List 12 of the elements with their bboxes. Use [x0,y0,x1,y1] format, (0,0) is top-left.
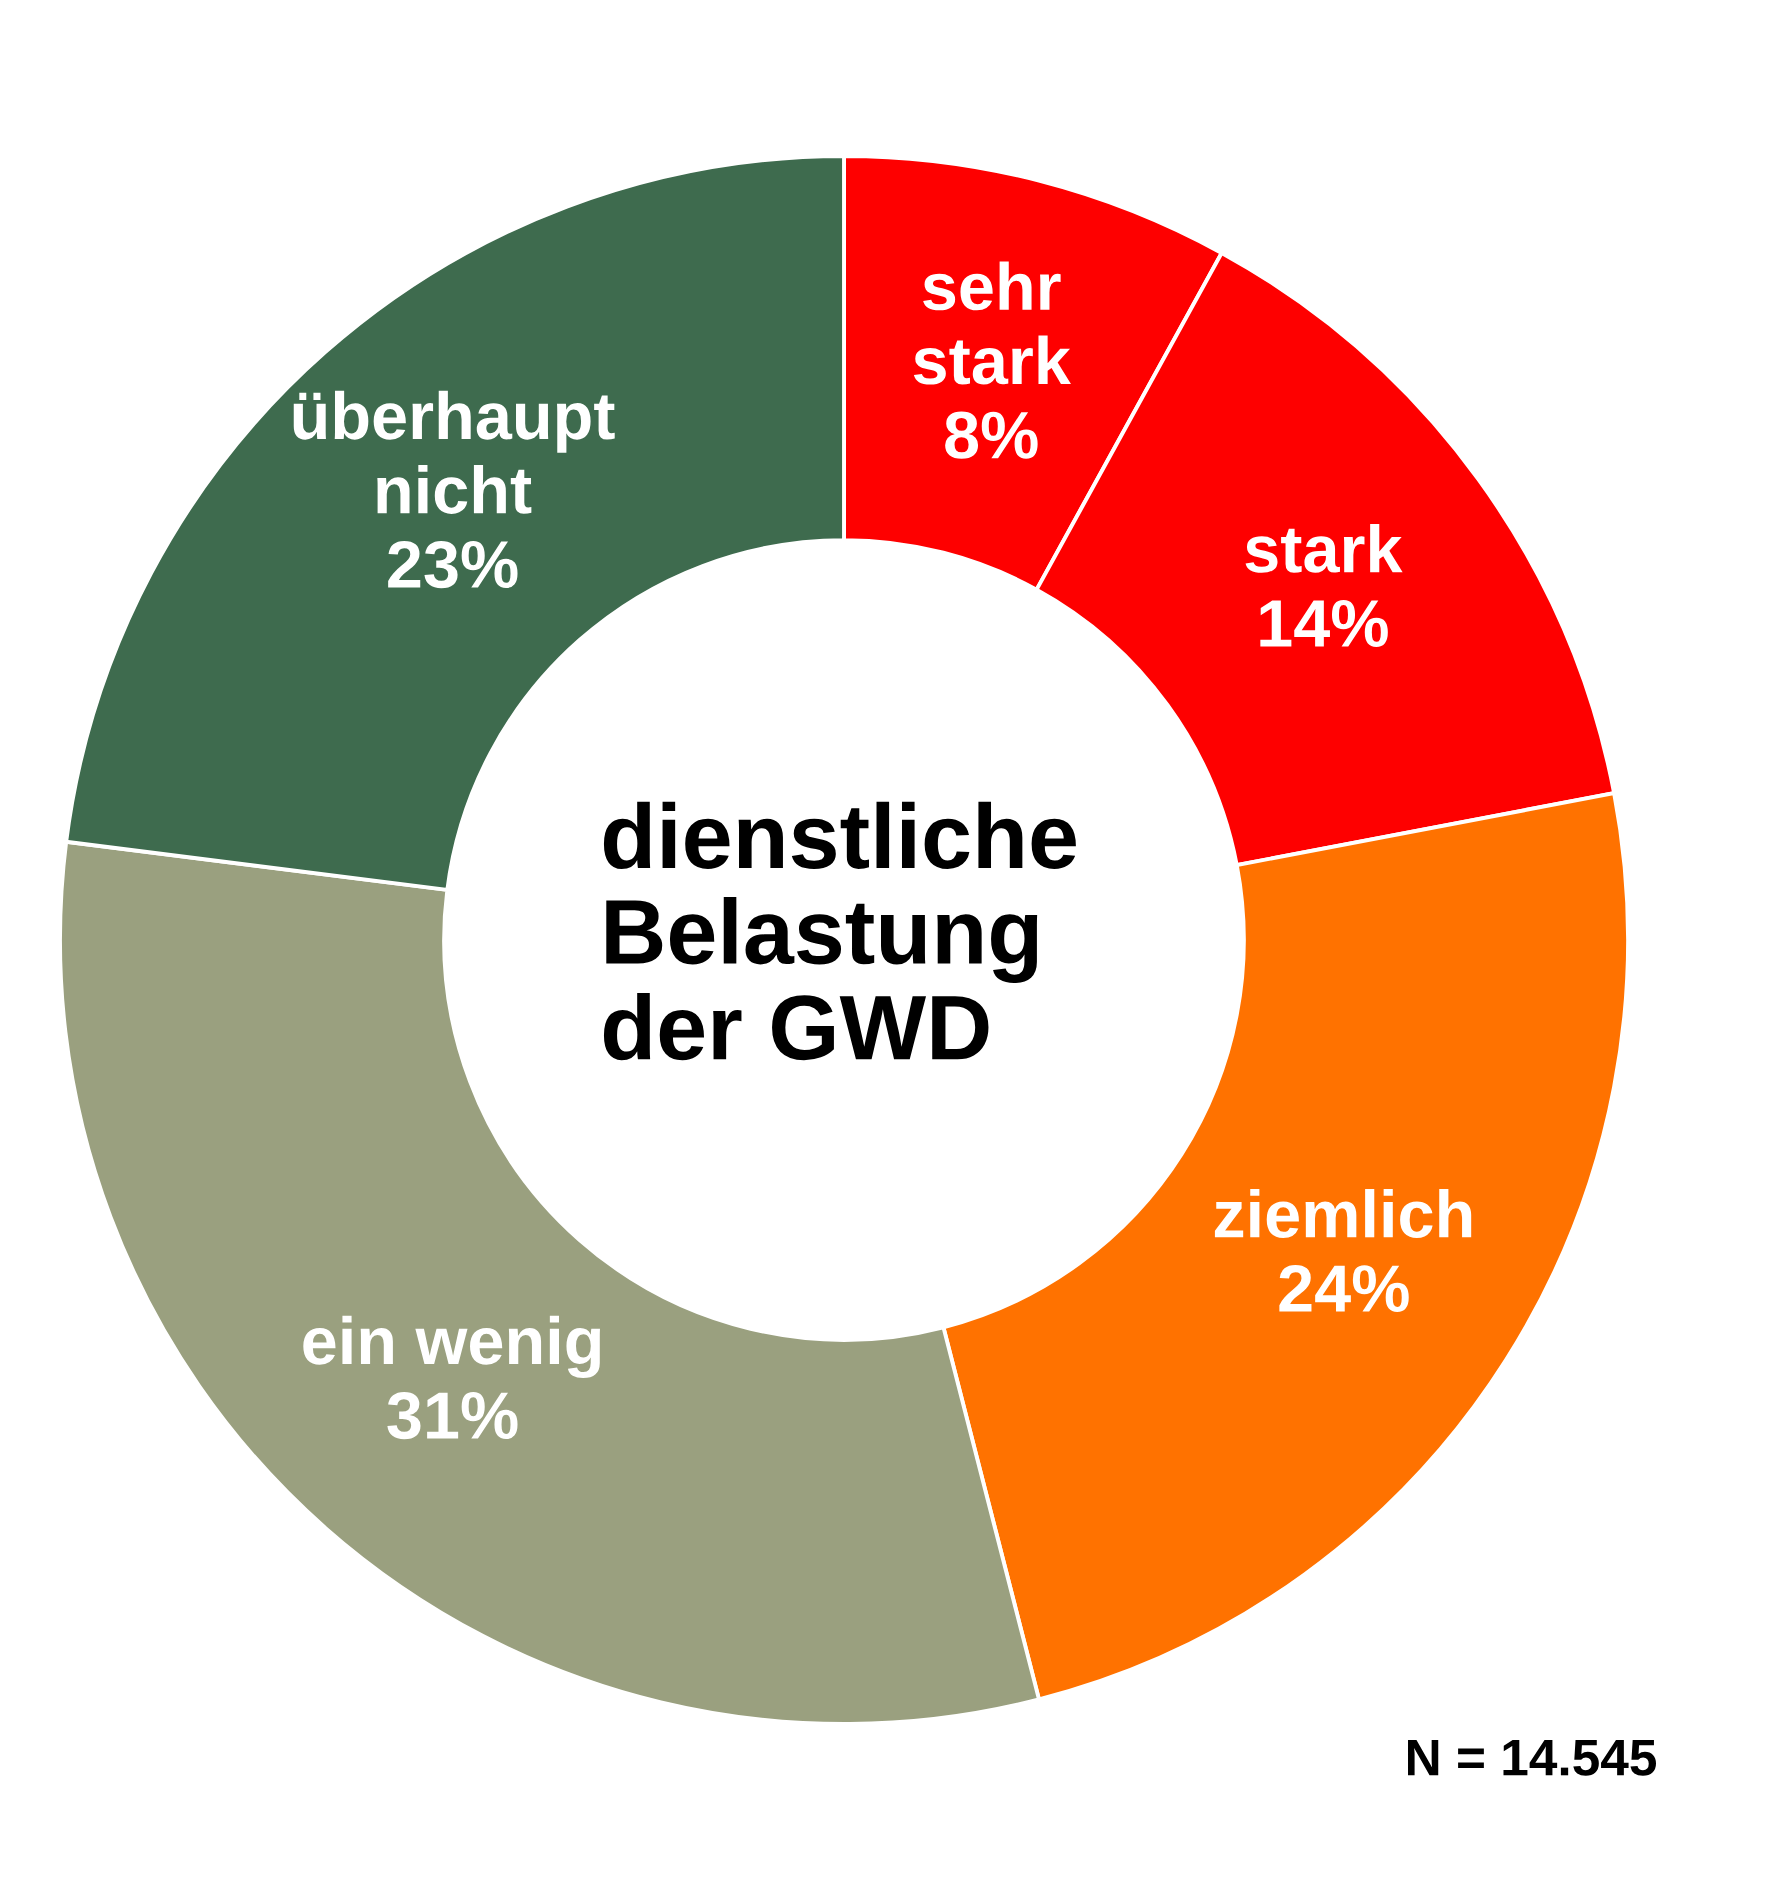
slice-label: überhaupt nicht [293,390,615,514]
text: dienstliche Belastung der GWD [603,801,1076,1061]
data-label: 8% [945,411,1038,459]
slice-label: ein wenig [303,1315,600,1379]
data-label: 14% [1260,600,1388,647]
data-label: 23% [388,540,518,589]
slice-label: sehr stark [913,261,1071,385]
slice-label: stark [1245,523,1403,573]
text: N = 14.545 [1408,1739,1656,1776]
data-label: 24% [1279,1264,1409,1313]
slice-label: ziemlich [1214,1188,1472,1238]
data-label: 31% [387,1391,518,1440]
